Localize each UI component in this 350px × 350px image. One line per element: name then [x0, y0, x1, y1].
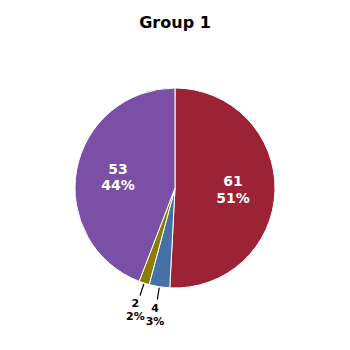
- svg-text:6151%: 6151%: [216, 173, 250, 205]
- html-text:Group 1: Group 1: [139, 13, 211, 32]
- svg-text:43%: 43%: [146, 302, 165, 328]
- svg-text:5344%: 5344%: [101, 161, 135, 193]
- svg-text:22%: 22%: [126, 297, 145, 323]
